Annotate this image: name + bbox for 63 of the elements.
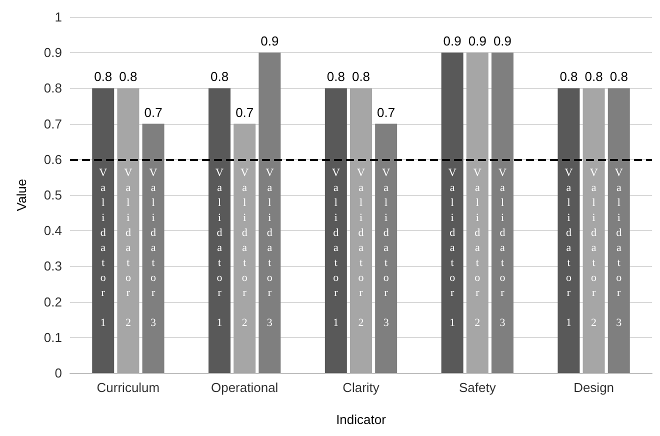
data-label: 0.7 xyxy=(377,104,396,120)
bar xyxy=(142,124,164,373)
x-tick-label: Safety xyxy=(458,380,496,395)
x-tick-label: Clarity xyxy=(342,380,380,395)
text: Validator 3 xyxy=(382,166,390,329)
text: Validator 1 xyxy=(216,166,224,329)
text: Validator 1 xyxy=(448,166,456,329)
bar xyxy=(258,52,281,373)
y-tick-label: 0.5 xyxy=(44,188,62,202)
y-tick-label: 0 xyxy=(54,366,62,380)
text: Validator 3 xyxy=(149,166,158,329)
bar xyxy=(324,88,347,373)
bar xyxy=(608,88,630,373)
text: Validator 1 xyxy=(332,166,340,329)
data-label: 0.8 xyxy=(560,69,578,84)
data-label: 0.8 xyxy=(584,69,603,84)
y-tick-label: 0.9 xyxy=(44,45,62,60)
data-label: 0.9 xyxy=(443,34,462,49)
bar xyxy=(466,52,488,373)
x-tick-label: Curriculum xyxy=(96,380,160,395)
bar xyxy=(234,124,256,373)
bar xyxy=(92,88,114,373)
data-label: 0.8 xyxy=(326,69,345,84)
data-label: 0.9 xyxy=(493,34,512,49)
y-tick-label: 0.4 xyxy=(44,223,62,238)
bar xyxy=(582,88,605,373)
x-tick-label: Design xyxy=(574,380,614,395)
text: Validator 1 xyxy=(99,166,108,329)
text: Validator 2 xyxy=(240,166,249,329)
text: Validator 3 xyxy=(498,166,506,329)
y-tick-label: 0.8 xyxy=(44,80,62,96)
data-label: 0.8 xyxy=(119,69,138,84)
bar xyxy=(208,88,231,373)
bar xyxy=(558,88,580,373)
text: Validator 2 xyxy=(473,166,482,329)
y-tick-label: 0.1 xyxy=(44,330,62,345)
data-label: 0.8 xyxy=(610,69,628,84)
data-label: 0.8 xyxy=(210,69,229,84)
y-tick-label: 0.2 xyxy=(44,294,62,310)
x-tick-label: Operational xyxy=(210,380,278,395)
bar xyxy=(375,124,398,373)
bar xyxy=(491,52,514,373)
y-tick-label: 1 xyxy=(54,10,62,24)
text: Validator 3 xyxy=(266,166,274,329)
data-label: 0.9 xyxy=(260,34,279,49)
data-label: 0.7 xyxy=(144,104,162,120)
text: Validator 3 xyxy=(614,166,623,329)
y-tick-label: 0.7 xyxy=(44,116,62,132)
data-label: 0.8 xyxy=(352,69,370,84)
bar xyxy=(441,52,464,373)
y-axis-title: Value xyxy=(14,178,29,212)
text: Validator 2 xyxy=(124,166,132,329)
bar xyxy=(350,88,372,373)
data-label: 0.9 xyxy=(468,34,486,49)
text: Validator 2 xyxy=(590,166,598,329)
text: Validator 2 xyxy=(357,166,365,329)
x-axis-title: Indicator xyxy=(336,412,387,427)
y-tick-label: 0.6 xyxy=(44,152,62,167)
y-tick-label: 0.3 xyxy=(44,258,62,274)
bar xyxy=(117,88,140,373)
data-label: 0.8 xyxy=(94,69,112,84)
data-label: 0.7 xyxy=(236,104,254,120)
text: Validator 1 xyxy=(564,166,573,329)
